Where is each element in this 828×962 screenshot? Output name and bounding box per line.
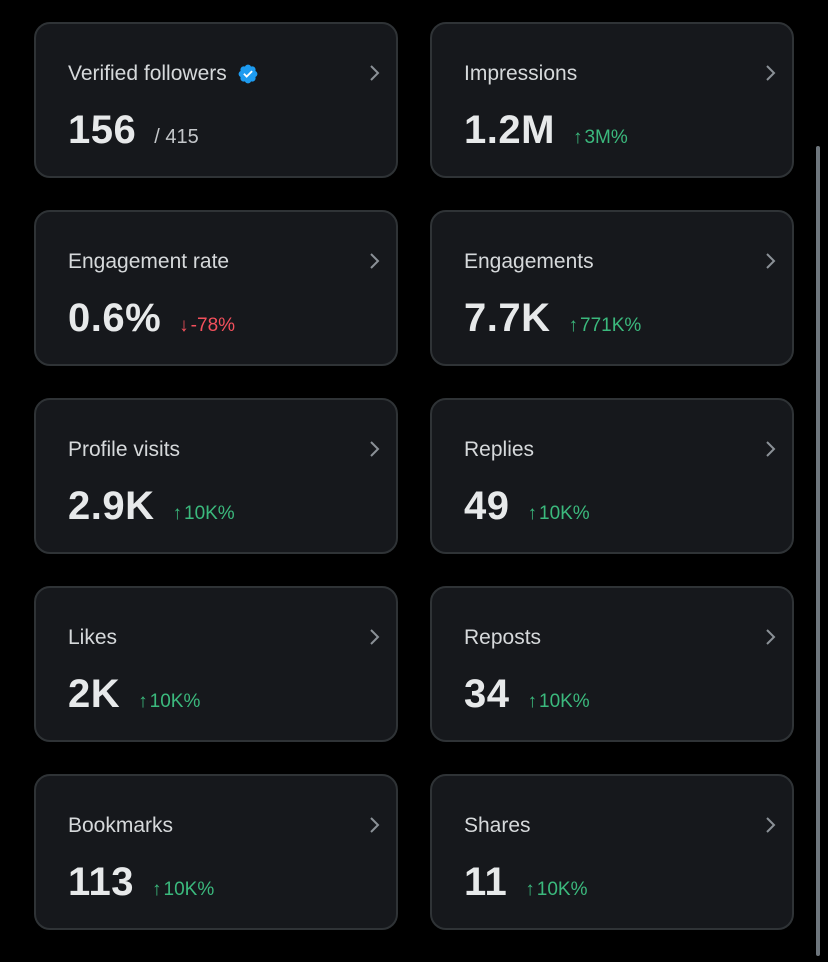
change-indicator: ↑ 771K% (569, 315, 642, 337)
change-value: 10K% (539, 503, 590, 524)
card-label: Profile visits (68, 438, 181, 461)
chevron-right-icon[interactable] (368, 62, 382, 84)
change-value: 10K% (184, 503, 235, 524)
profile-visits-card[interactable]: Profile visits 2.9K ↑ 10K% (34, 398, 398, 554)
metric-total: / 415 (154, 126, 199, 148)
change-indicator: ↑ 3M% (573, 127, 628, 149)
value-row: 113 ↑ 10K% (68, 860, 214, 905)
chevron-right-icon[interactable] (764, 814, 778, 836)
card-label: Reposts (464, 626, 542, 649)
reposts-card[interactable]: Reposts 34 ↑ 10K% (430, 586, 794, 742)
metric-value: 1.2M (464, 108, 555, 152)
arrow-up-icon: ↑ (527, 503, 538, 524)
card-label: Engagement rate (68, 250, 230, 273)
chevron-right-icon[interactable] (368, 814, 382, 836)
change-value: 771K% (580, 315, 642, 336)
card-label: Shares (464, 814, 531, 837)
metric-value: 156 (68, 108, 137, 152)
scrollbar[interactable] (816, 146, 820, 956)
arrow-up-icon: ↑ (138, 691, 148, 712)
metrics-grid: Verified followers 156 / 415 Impressions… (34, 22, 794, 930)
value-row: 2.9K ↑ 10K% (68, 484, 235, 529)
card-label: Engagements (464, 250, 594, 273)
chevron-right-icon[interactable] (764, 62, 778, 84)
arrow-up-icon: ↑ (527, 691, 538, 712)
chevron-right-icon[interactable] (368, 438, 382, 460)
metric-value: 11 (464, 860, 508, 904)
metric-value: 49 (464, 484, 510, 528)
verified-followers-card[interactable]: Verified followers 156 / 415 (34, 22, 398, 178)
change-value: 10K% (539, 691, 590, 712)
likes-card[interactable]: Likes 2K ↑ 10K% (34, 586, 398, 742)
verified-badge-icon (238, 64, 258, 84)
arrow-down-icon: ↓ (179, 315, 189, 336)
impressions-card[interactable]: Impressions 1.2M ↑ 3M% (430, 22, 794, 178)
change-indicator: ↑ 10K% (528, 503, 590, 525)
card-label: Impressions (464, 62, 578, 85)
value-row: 7.7K ↑ 771K% (464, 296, 641, 341)
change-indicator: ↓ -78% (179, 315, 235, 337)
change-value: 10K% (536, 879, 588, 900)
card-label: Replies (464, 438, 535, 461)
value-row: 0.6% ↓ -78% (68, 296, 235, 341)
chevron-right-icon[interactable] (368, 626, 382, 648)
chevron-right-icon[interactable] (764, 250, 778, 272)
chevron-right-icon[interactable] (764, 438, 778, 460)
metric-value: 2K (68, 672, 121, 716)
change-value: 10K% (149, 691, 201, 712)
value-row: 2K ↑ 10K% (68, 672, 200, 717)
metric-value: 7.7K (464, 296, 551, 340)
arrow-up-icon: ↑ (572, 127, 583, 148)
value-row: 156 / 415 (68, 108, 199, 153)
arrow-up-icon: ↑ (525, 879, 535, 900)
value-row: 11 ↑ 10K% (464, 860, 588, 905)
change-indicator: ↑ 10K% (173, 503, 235, 525)
change-indicator: ↑ 10K% (152, 879, 214, 901)
chevron-right-icon[interactable] (368, 250, 382, 272)
chevron-right-icon[interactable] (764, 626, 778, 648)
metric-value: 2.9K (68, 484, 155, 528)
bookmarks-card[interactable]: Bookmarks 113 ↑ 10K% (34, 774, 398, 930)
card-label: Bookmarks (68, 814, 174, 837)
change-value: 10K% (163, 879, 215, 900)
replies-card[interactable]: Replies 49 ↑ 10K% (430, 398, 794, 554)
metric-value: 113 (68, 860, 135, 904)
change-indicator: ↑ 10K% (525, 879, 587, 901)
value-row: 34 ↑ 10K% (464, 672, 590, 717)
metric-value: 0.6% (68, 296, 162, 340)
change-value: -78% (190, 315, 236, 336)
card-label-text: Verified followers (68, 62, 227, 85)
engagement-rate-card[interactable]: Engagement rate 0.6% ↓ -78% (34, 210, 398, 366)
card-label: Likes (68, 626, 118, 649)
metric-value: 34 (464, 672, 510, 716)
value-row: 49 ↑ 10K% (464, 484, 590, 529)
change-indicator: ↑ 10K% (138, 691, 200, 713)
engagements-card[interactable]: Engagements 7.7K ↑ 771K% (430, 210, 794, 366)
card-label: Verified followers (68, 62, 259, 86)
arrow-up-icon: ↑ (152, 879, 162, 900)
shares-card[interactable]: Shares 11 ↑ 10K% (430, 774, 794, 930)
arrow-up-icon: ↑ (172, 503, 183, 524)
change-indicator: ↑ 10K% (528, 691, 590, 713)
arrow-up-icon: ↑ (568, 315, 579, 336)
change-value: 3M% (584, 127, 628, 148)
value-row: 1.2M ↑ 3M% (464, 108, 628, 153)
